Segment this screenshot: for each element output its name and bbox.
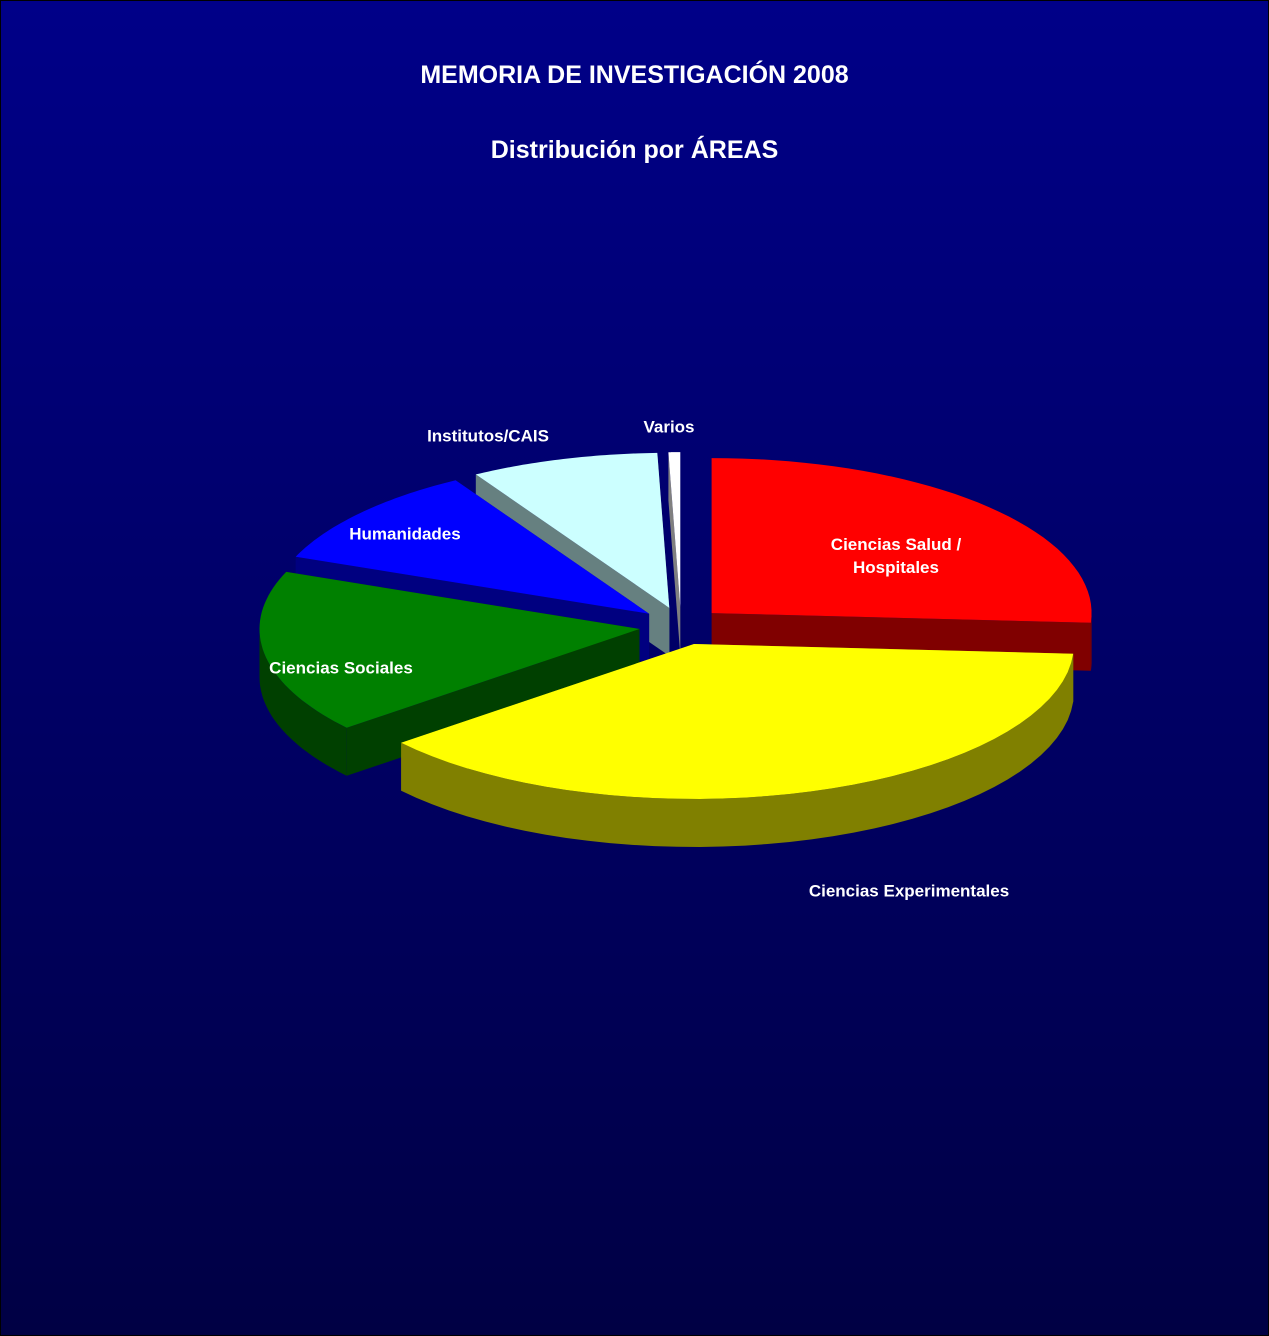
- slice-label: Humanidades: [349, 524, 461, 544]
- slice-wall: [1090, 613, 1092, 671]
- slice-label: Ciencias Sociales: [269, 658, 413, 678]
- slice-side: [668, 452, 681, 656]
- slice: [295, 480, 650, 614]
- slice: [475, 452, 670, 608]
- slice-wall: [259, 629, 347, 776]
- slice: [668, 452, 681, 608]
- chart-subtitle: Distribución por ÁREAS: [490, 136, 779, 164]
- chart-title: MEMORIA DE INVESTIGACIÓN 2008: [420, 61, 849, 89]
- slice: [401, 644, 1074, 799]
- slice: [711, 458, 1092, 623]
- slice-label: Ciencias Experimentales: [808, 881, 1010, 901]
- slice-label: Institutos/CAIS: [427, 426, 549, 446]
- slice-wall: [401, 653, 1074, 847]
- slice-label: Varios: [643, 417, 695, 437]
- slice-label: Ciencias Salud / Hospitales: [830, 535, 962, 577]
- slice: [259, 571, 640, 728]
